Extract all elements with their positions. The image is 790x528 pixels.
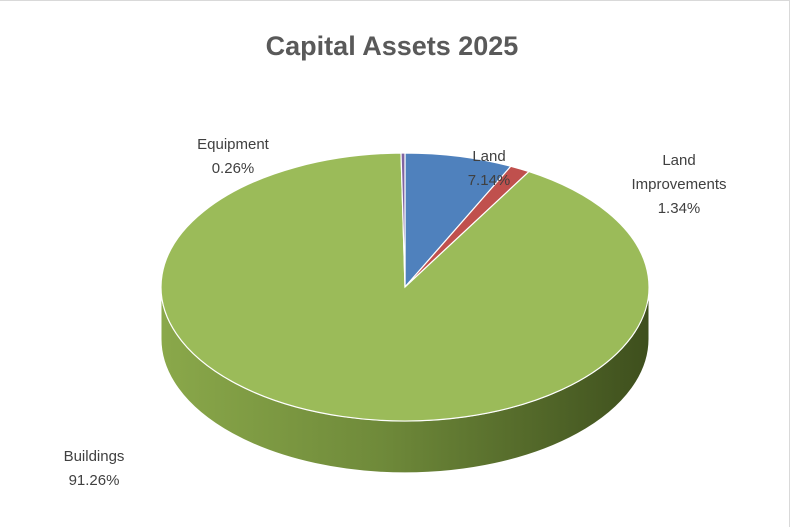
label-land-improvements-line2: Improvements <box>631 176 726 193</box>
slice-equipment <box>400 152 406 288</box>
label-land-improvements-line1: Land <box>662 152 695 169</box>
pie-top <box>160 152 650 422</box>
chart-title: Capital Assets 2025 <box>266 31 519 61</box>
label-buildings-value: 91.26% <box>69 472 120 489</box>
label-land-name: Land <box>472 148 505 165</box>
label-buildings-name: Buildings <box>64 448 125 465</box>
label-equipment-name: Equipment <box>197 136 270 153</box>
label-land-value: 7.14% <box>468 172 511 189</box>
label-land-improvements-value: 1.34% <box>658 200 701 217</box>
label-equipment-value: 0.26% <box>212 160 255 177</box>
slice-buildings <box>160 152 650 422</box>
slice-land <box>404 152 512 289</box>
